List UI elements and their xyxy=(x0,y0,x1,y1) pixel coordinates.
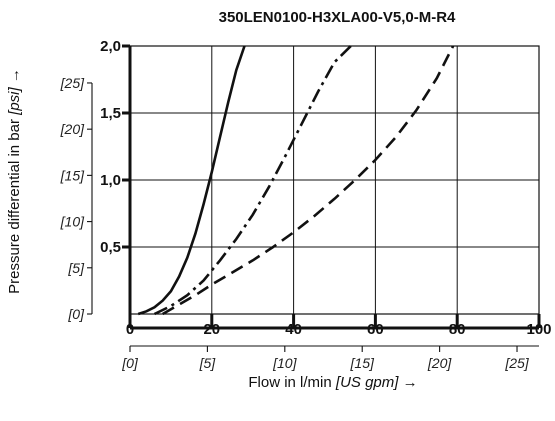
y-tick-label: 1,5 xyxy=(100,105,121,122)
y-axis-label-arrow: → xyxy=(6,68,23,83)
y-secondary-tick-label: [15] xyxy=(60,167,85,183)
y-secondary-tick-label: [0] xyxy=(67,306,85,322)
y-secondary-tick-label: [10] xyxy=(60,214,85,230)
x-secondary-tick-label: [0] xyxy=(121,355,139,371)
x-axis-label: Flow in l/min [US gpm] → xyxy=(248,374,417,391)
curves xyxy=(137,45,455,316)
x-secondary-tick-label: [15] xyxy=(350,355,375,371)
y-tick-label: 1,0 xyxy=(100,172,121,189)
x-tick-label: 40 xyxy=(285,321,302,338)
x-tick-label: 0 xyxy=(126,321,134,338)
x-secondary-tick-label: [25] xyxy=(504,355,529,371)
x-tick-label: 100 xyxy=(526,321,551,338)
x-secondary-tick-label: [5] xyxy=(199,355,217,371)
y-axis-label-secondary: [psi] xyxy=(6,87,23,116)
x-tick-label: 60 xyxy=(367,321,384,338)
grid xyxy=(130,46,539,314)
y-tick-label: 2,0 xyxy=(100,38,121,55)
x-tick-label: 20 xyxy=(203,321,220,338)
series-curve-solid xyxy=(137,45,246,316)
x-axis-label-arrow: → xyxy=(403,374,418,391)
series-curve-dashdot xyxy=(153,45,352,316)
y-tick-label: 0,5 xyxy=(100,239,121,256)
chart-title: 350LEN0100-H3XLA00-V5,0-M-R4 xyxy=(219,9,456,26)
series-curve-dashed xyxy=(162,45,455,316)
tick-labels: 0,5 1,0 1,5 2,0 [0] [5] [10] [15] [20] [25] 0 20 40 6… xyxy=(60,38,552,371)
x-axis-label-secondary: [US gpm] xyxy=(335,374,399,391)
y-secondary-tick-label: [5] xyxy=(67,260,85,276)
x-axis-label-main: Flow in l/min xyxy=(248,374,331,391)
y-secondary-tick-label: [25] xyxy=(60,75,85,91)
x-secondary-tick-label: [20] xyxy=(427,355,452,371)
y-axis-label-main: Pressure differential in bar xyxy=(6,119,23,294)
x-secondary-tick-label: [10] xyxy=(272,355,297,371)
y-secondary-tick-label: [20] xyxy=(60,121,85,137)
x-tick-label: 80 xyxy=(449,321,466,338)
axes xyxy=(87,44,541,352)
y-axis-label: Pressure differential in bar [psi] → xyxy=(6,68,23,294)
